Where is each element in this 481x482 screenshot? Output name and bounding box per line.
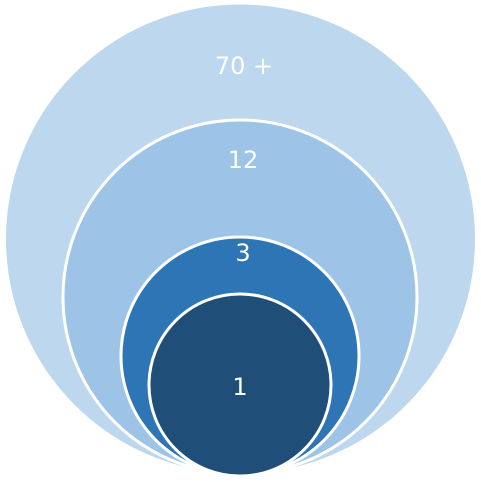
ring-inner-label: 1 [232,373,247,401]
ring-inner [147,292,333,478]
ring-outer-label: 70 + [215,52,273,80]
ring-second-label: 12 [228,146,259,174]
ring-third-label: 3 [235,239,250,267]
